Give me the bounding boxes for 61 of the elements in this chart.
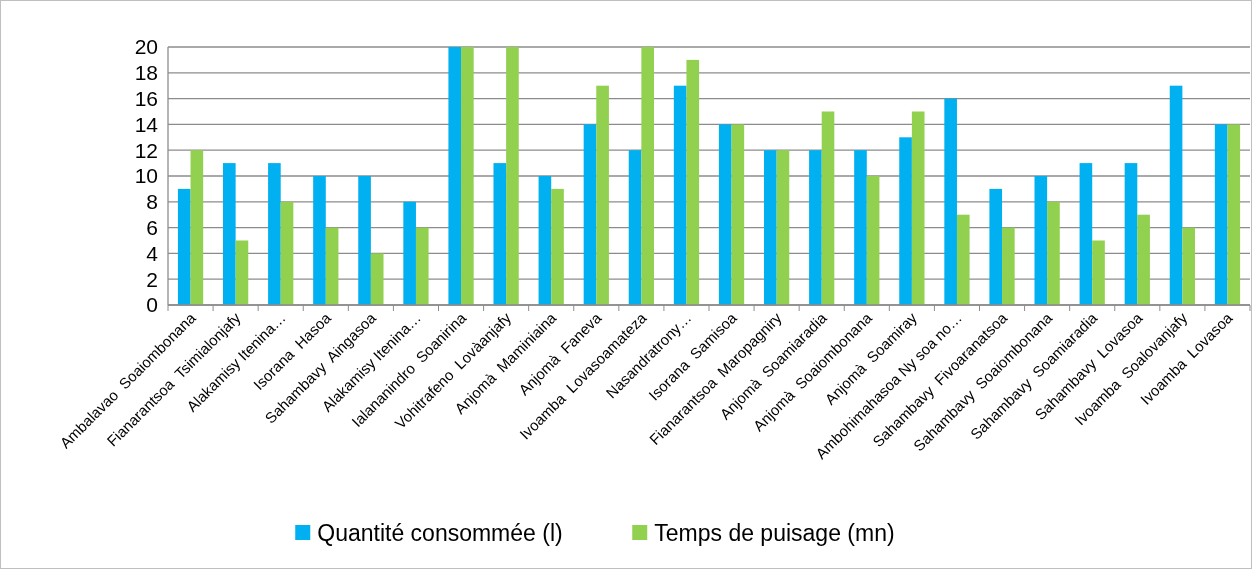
bar xyxy=(911,111,925,305)
bar xyxy=(989,188,1003,305)
bar xyxy=(1092,240,1105,305)
bar xyxy=(235,240,249,305)
bar xyxy=(1137,214,1150,305)
bar xyxy=(1002,227,1015,305)
bar xyxy=(358,176,371,305)
bar xyxy=(1079,163,1093,305)
bar xyxy=(415,227,429,305)
bar xyxy=(403,201,416,305)
bar xyxy=(223,163,236,305)
y-tick-label: 20 xyxy=(134,35,158,59)
bar xyxy=(370,253,384,305)
y-tick-label: 0 xyxy=(146,293,158,317)
bar xyxy=(764,150,777,305)
bar xyxy=(776,150,790,305)
y-tick-label: 8 xyxy=(146,190,158,214)
y-tick-label: 4 xyxy=(146,241,159,265)
bar xyxy=(583,124,597,305)
bar xyxy=(866,176,880,305)
y-tick-label: 10 xyxy=(134,164,158,188)
bar xyxy=(190,150,204,305)
y-tick-label: 6 xyxy=(146,215,158,239)
bar xyxy=(506,47,519,305)
bar xyxy=(1182,227,1195,305)
bar xyxy=(731,124,745,305)
bar xyxy=(1124,163,1138,305)
bar xyxy=(1214,124,1228,305)
y-tick-label: 18 xyxy=(134,61,158,85)
bar xyxy=(177,188,191,305)
bar xyxy=(718,124,732,305)
bar xyxy=(268,163,281,305)
y-tick-label: 2 xyxy=(146,267,158,291)
bar xyxy=(1034,176,1048,305)
legend-label: Quantité consommée (l) xyxy=(317,520,563,547)
legend-label: Temps de puisage (mn) xyxy=(654,520,895,547)
y-tick-label: 16 xyxy=(134,86,158,110)
bar xyxy=(899,137,912,305)
bar xyxy=(448,47,462,305)
bar xyxy=(1047,201,1060,305)
bar xyxy=(461,47,474,305)
bar xyxy=(280,201,294,305)
bar xyxy=(809,150,822,305)
bar xyxy=(1169,85,1183,305)
bar xyxy=(538,176,552,305)
bar xyxy=(686,59,700,305)
bar xyxy=(956,214,970,305)
bar xyxy=(1227,124,1241,305)
bar xyxy=(628,150,642,305)
bar xyxy=(551,188,564,305)
y-tick-label: 12 xyxy=(134,138,158,162)
y-tick-label: 14 xyxy=(134,112,159,136)
bar xyxy=(325,227,339,305)
bar xyxy=(673,85,687,305)
bar xyxy=(596,85,609,305)
bar xyxy=(641,47,654,305)
bar xyxy=(313,176,326,305)
bar xyxy=(944,98,957,305)
bar xyxy=(493,163,507,305)
bar xyxy=(821,111,835,305)
bar xyxy=(854,150,867,305)
